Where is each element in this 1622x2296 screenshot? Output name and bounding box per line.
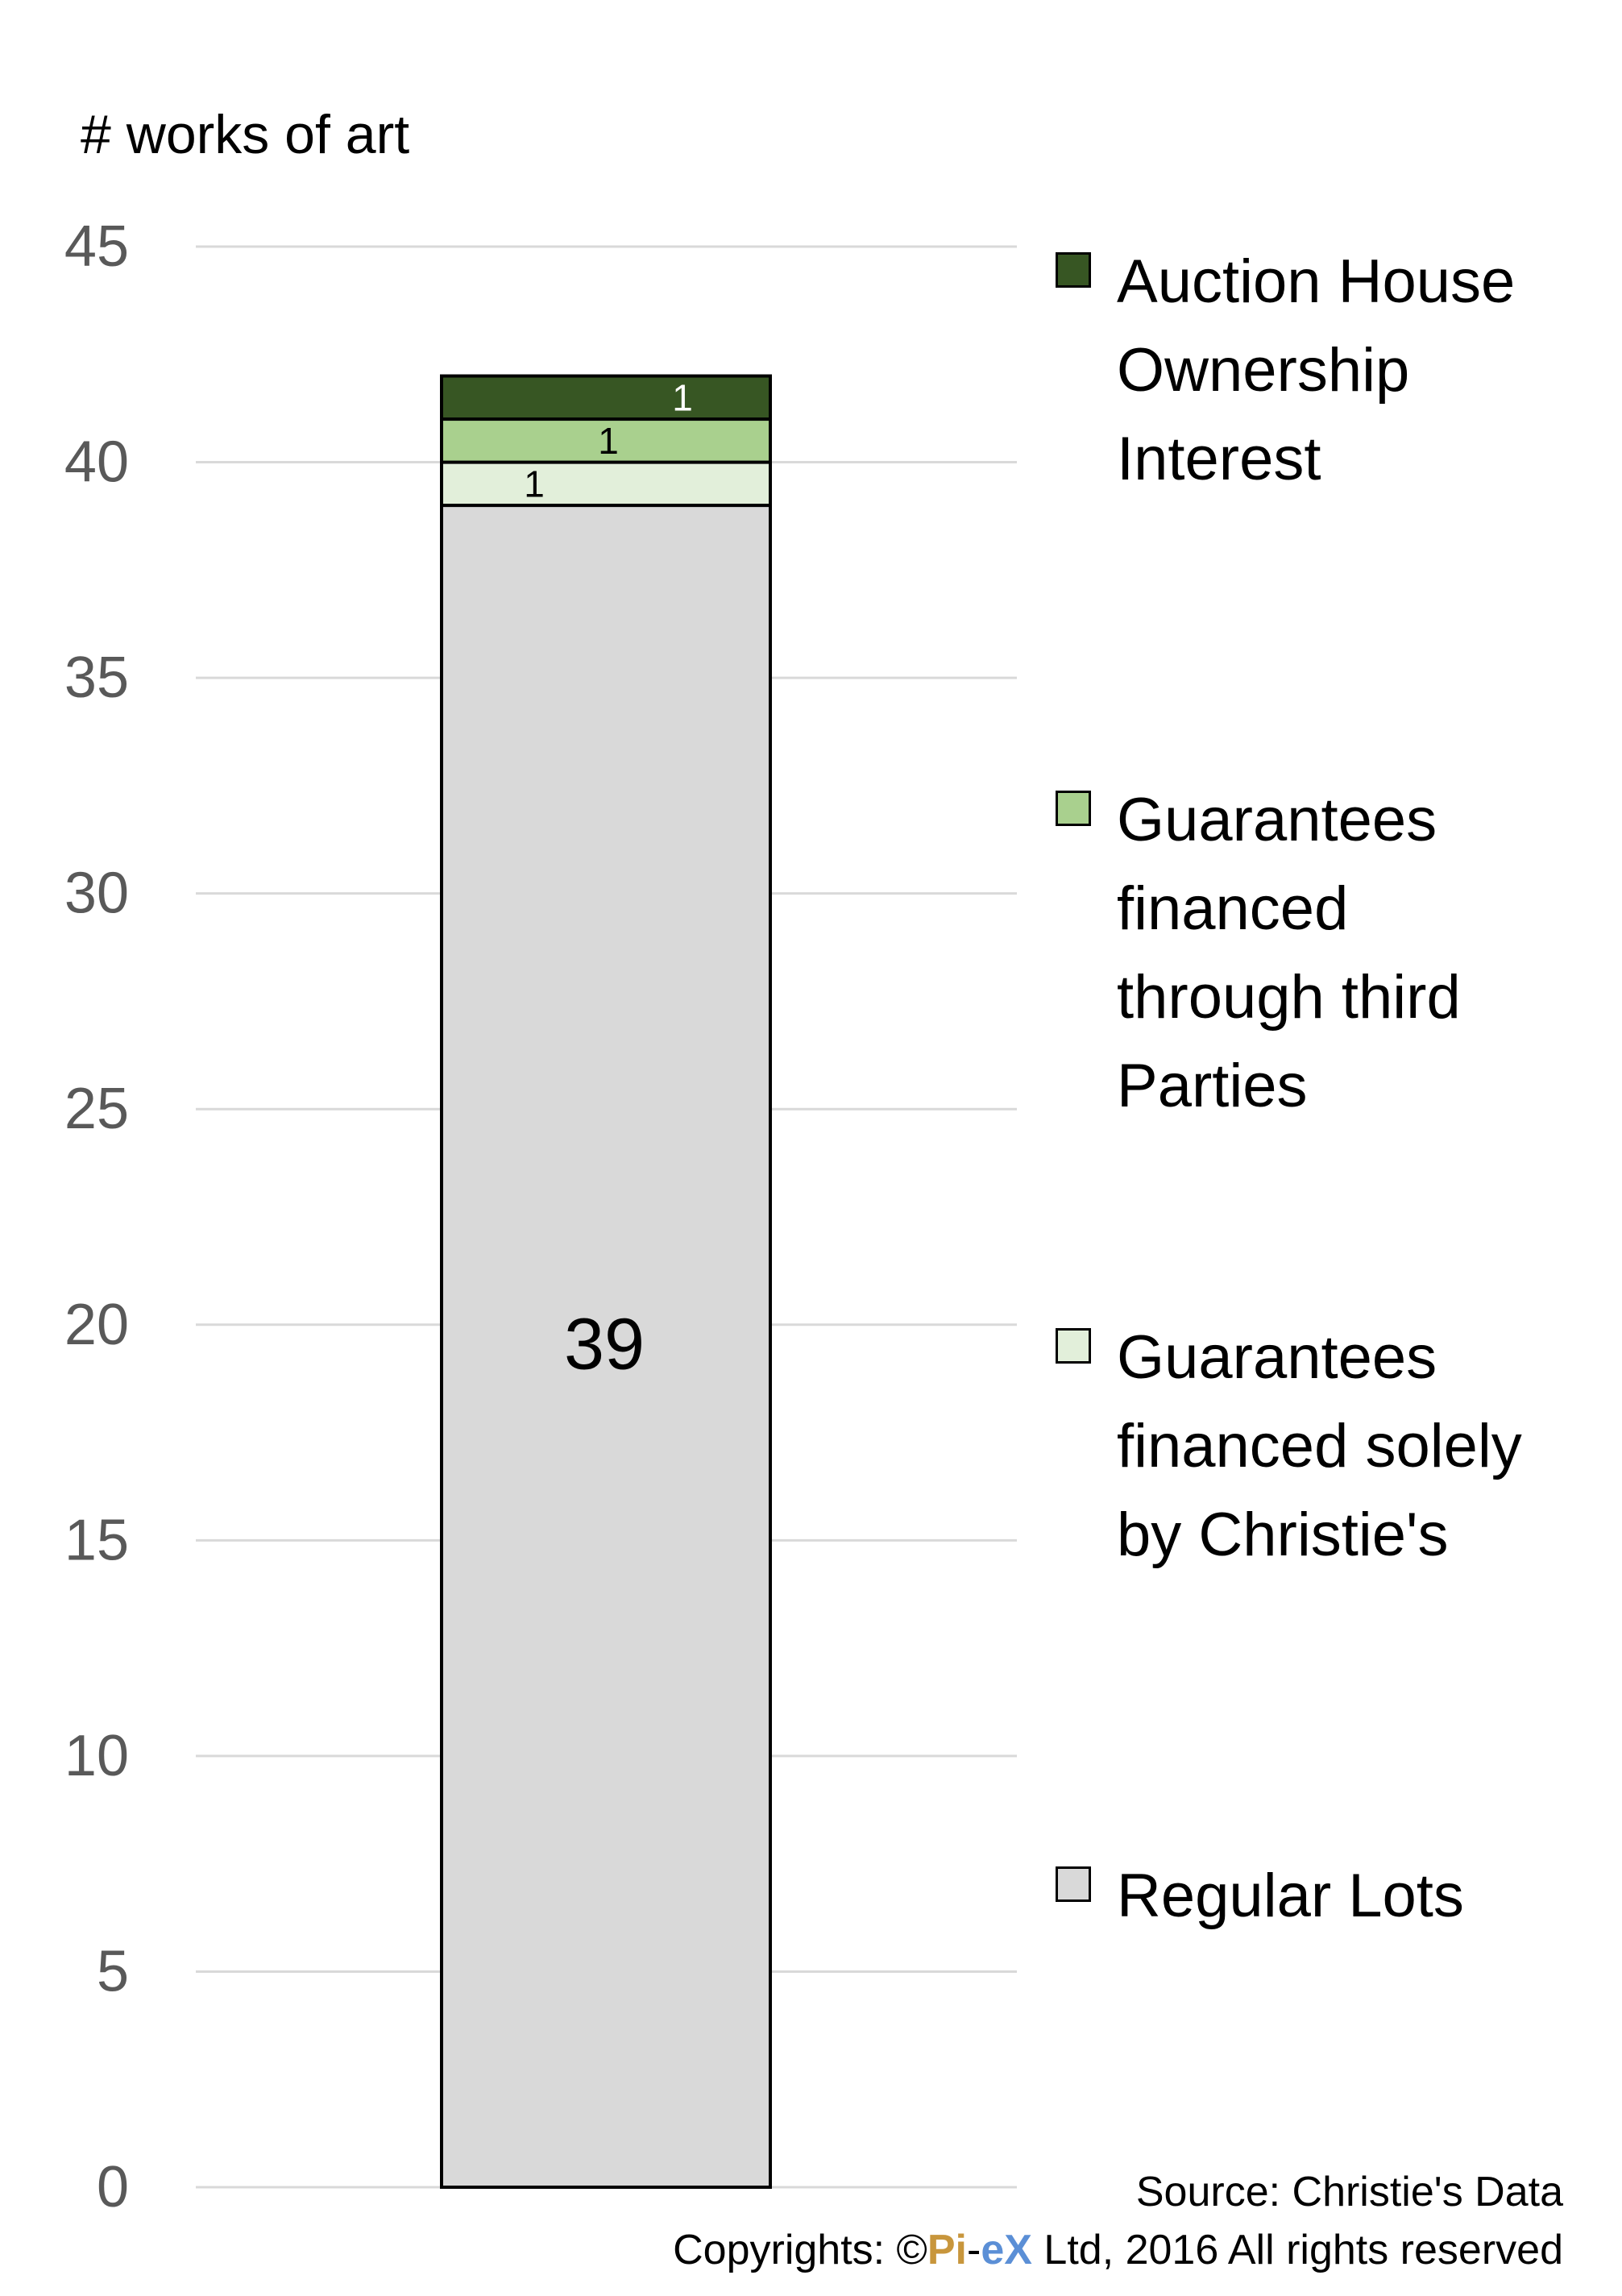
bar-segment xyxy=(440,460,772,508)
legend-label: Guarantees financed solely by Christie's xyxy=(1117,1323,1522,1569)
y-tick-label: 30 xyxy=(64,862,129,926)
legend-swatch xyxy=(1056,1328,1091,1364)
data-label: 1 xyxy=(672,376,693,418)
legend-label: Auction House Ownership Interest xyxy=(1117,247,1516,493)
brand-ex: eX xyxy=(981,2227,1032,2273)
data-label: 1 xyxy=(598,420,619,462)
data-label: 39 xyxy=(564,1305,645,1385)
y-tick-label: 10 xyxy=(64,1724,129,1788)
y-axis-ticks: 0 5 10 15 20 25 30 35 40 45 xyxy=(64,214,129,2219)
legend-swatch xyxy=(1056,1866,1091,1902)
legend-swatch xyxy=(1056,791,1091,826)
y-tick-label: 45 xyxy=(64,214,129,279)
legend-swatch xyxy=(1056,252,1091,288)
brand-pi: Pi xyxy=(927,2227,968,2273)
y-tick-label: 15 xyxy=(64,1508,129,1572)
legend-label: Regular Lots xyxy=(1117,1862,1464,1930)
legend-label: Guarantees financed through third Partie… xyxy=(1117,786,1461,1120)
data-label: 1 xyxy=(524,463,545,504)
data-labels: 39 1 1 1 xyxy=(524,376,693,1385)
y-tick-label: 35 xyxy=(64,646,129,710)
bar-segment xyxy=(440,374,772,421)
y-tick-label: 0 xyxy=(97,2155,129,2219)
y-tick-label: 25 xyxy=(64,1077,129,1141)
y-tick-label: 5 xyxy=(97,1939,129,2003)
copyright-note: Copyrights: ©Pi-eX Ltd, 2016 All rights … xyxy=(673,2227,1563,2273)
bar-segments xyxy=(440,374,772,2189)
y-tick-label: 40 xyxy=(64,430,129,495)
source-note: Source: Christie's Data xyxy=(1135,2169,1563,2215)
y-tick-label: 20 xyxy=(64,1293,129,1357)
y-axis-label: # works of art xyxy=(81,104,409,165)
